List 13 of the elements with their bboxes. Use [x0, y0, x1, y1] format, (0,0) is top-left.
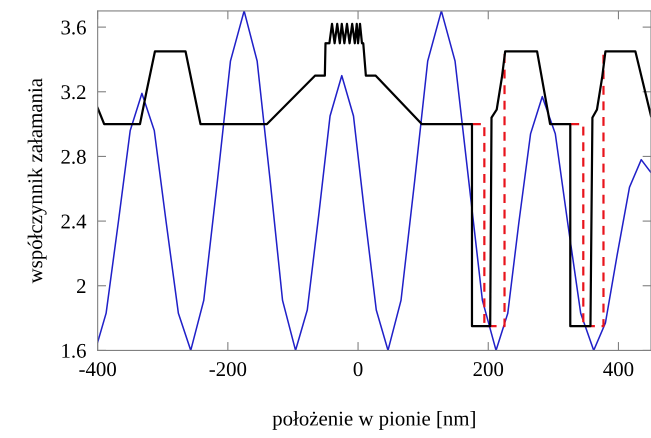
x-axis-title: położenie w pionie [nm] — [272, 410, 475, 430]
y-tick-label: 1.6 — [62, 344, 86, 358]
x-tick-label: 200 — [474, 362, 504, 376]
y-tick-label: 3.2 — [61, 85, 86, 100]
x-tick-label: -200 — [210, 362, 246, 376]
x-tick-label: -400 — [79, 362, 116, 376]
y-axis-title: współczynnik załamania — [28, 78, 47, 284]
x-tick-label: 400 — [603, 362, 634, 376]
y-tick-label: 2 — [77, 279, 86, 293]
y-tick-label: 2.4 — [61, 214, 86, 229]
y-tick-label: 2.8 — [61, 150, 86, 164]
x-tick-label: 0 — [354, 362, 362, 376]
y-tick-label: 3.6 — [61, 20, 86, 35]
